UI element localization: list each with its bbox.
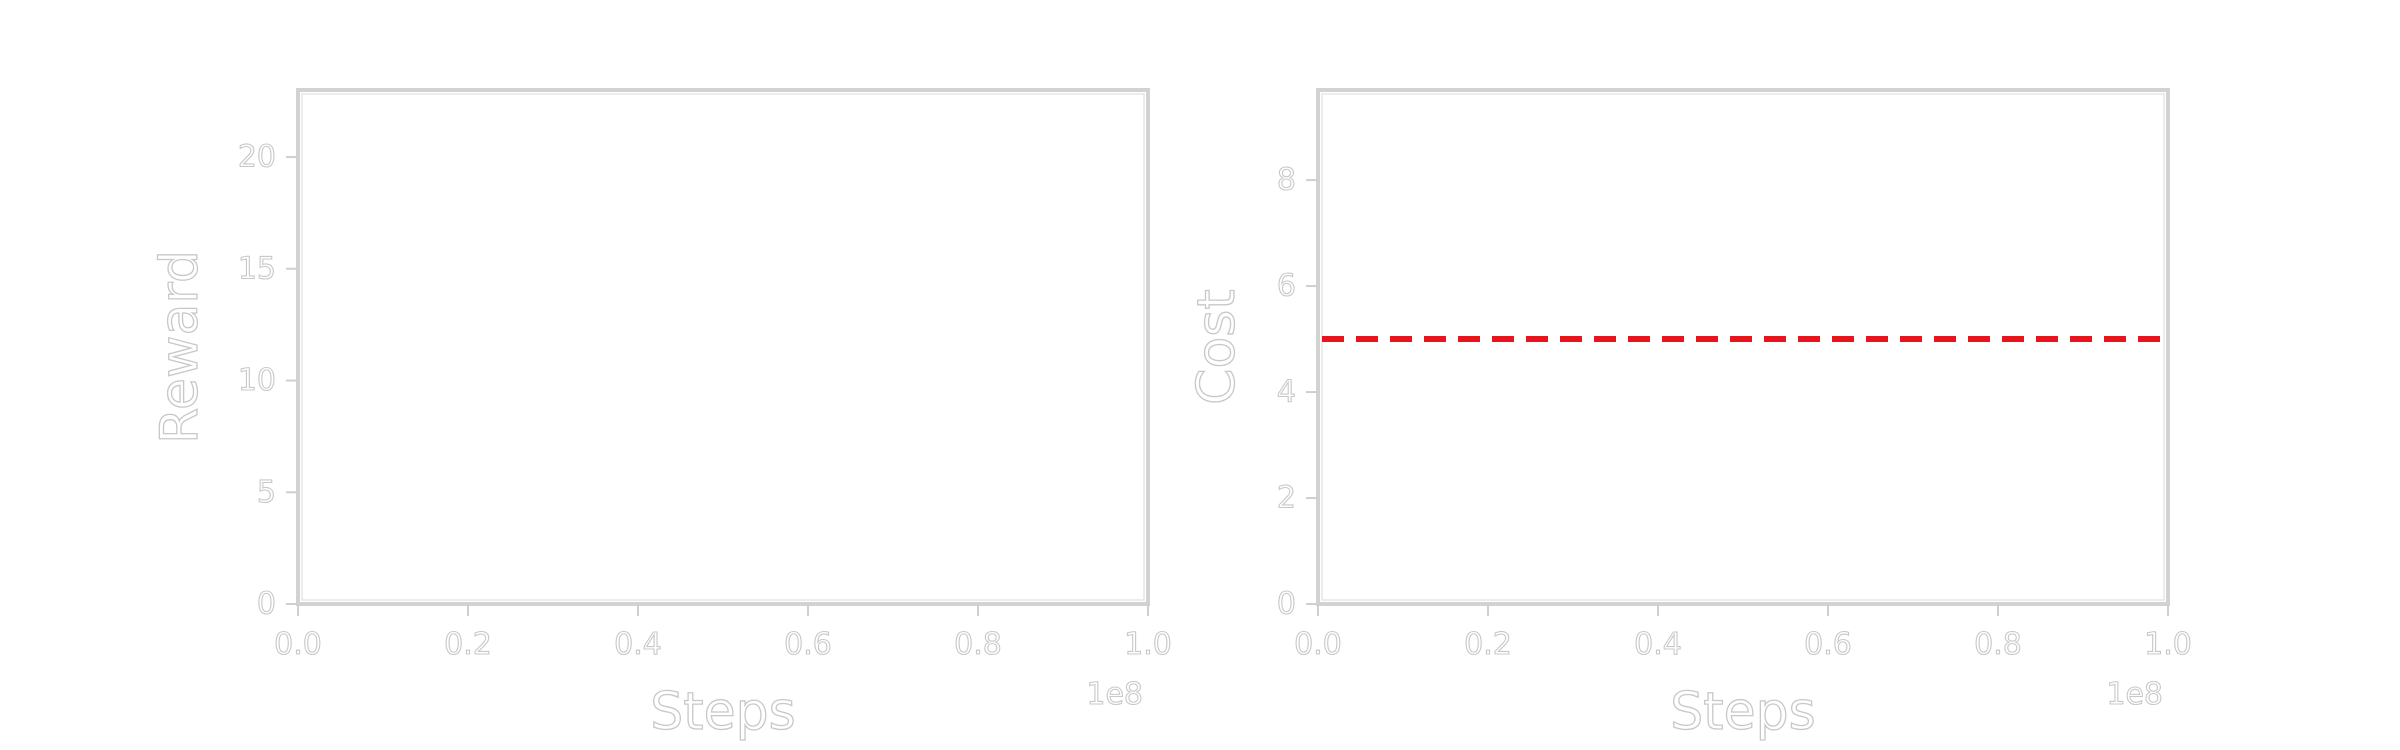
- x-tick-label: 0.8: [1974, 627, 2022, 662]
- plot-frame: [1316, 88, 2170, 606]
- plot-frame: [296, 88, 1150, 606]
- y-tick-label: 15: [238, 251, 276, 286]
- x-tick-label: 0.6: [784, 627, 832, 662]
- x-offset-label: 1e8: [1086, 677, 1143, 712]
- reward-panel: 0 5 10 15 20 0.0 0.2 0.4 0.6 0.8 1.0 1e8 Steps Reward: [149, 88, 1172, 743]
- y-axis-label: Cost: [1187, 289, 1247, 405]
- y-tick-label: 10: [238, 363, 276, 398]
- y-tick-label: 4: [1277, 375, 1296, 410]
- x-tick-label: 0.6: [1804, 627, 1852, 662]
- x-tick-label: 0.0: [1294, 627, 1342, 662]
- y-tick-label: 20: [238, 140, 276, 175]
- x-tick-label: 0.0: [274, 627, 322, 662]
- cost-panel: 0 2 4 6 8 0.0 0.2 0.4 0.6 0.8 1.0 1e8 Steps Cost: [1186, 88, 2192, 743]
- x-tick-label: 0.2: [444, 627, 492, 662]
- y-tick-label: 8: [1277, 163, 1296, 198]
- x-axis-label: Steps: [650, 682, 796, 742]
- x-offset-label: 1e8: [2106, 677, 2163, 712]
- plot-frame-inner: [301, 93, 1145, 601]
- x-tick-label: 1.0: [1124, 627, 1172, 662]
- x-axis-label: Steps: [1670, 682, 1816, 742]
- y-tick-label: 5: [257, 475, 276, 510]
- y-tick-label: 2: [1277, 481, 1296, 516]
- x-tick-label: 0.8: [954, 627, 1002, 662]
- x-tick-label: 0.2: [1464, 627, 1512, 662]
- y-axis-label: Reward: [150, 250, 210, 444]
- y-tick-label: 6: [1277, 269, 1296, 304]
- x-tick-label: 0.4: [614, 627, 662, 662]
- y-tick-label: 0: [1277, 587, 1296, 622]
- plot-frame-inner: [1321, 93, 2165, 601]
- x-tick-label: 0.4: [1634, 627, 1682, 662]
- y-tick-label: 0: [257, 587, 276, 622]
- x-tick-label: 1.0: [2144, 627, 2192, 662]
